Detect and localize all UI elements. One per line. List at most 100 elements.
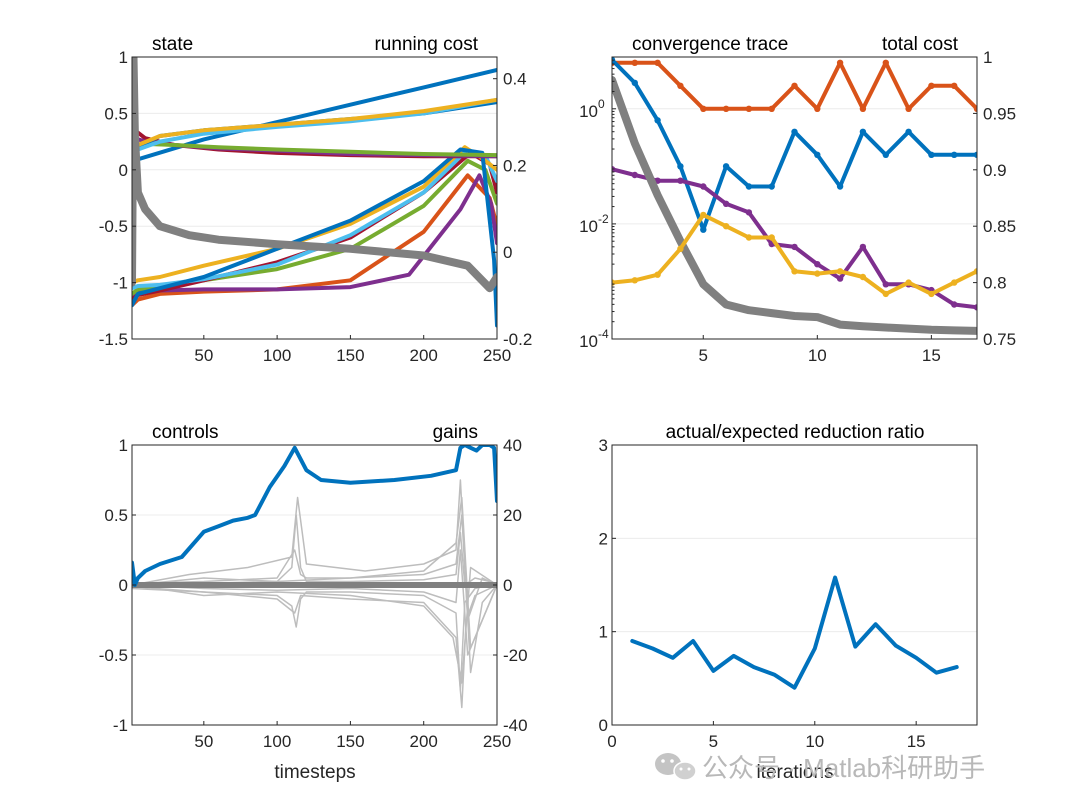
- reduction-trace-marker: [951, 301, 958, 308]
- x-tick-label: 200: [410, 346, 438, 365]
- x-tick-label: 150: [336, 732, 364, 751]
- total-cost-title: total cost: [882, 34, 959, 55]
- gradient-norm-marker: [836, 183, 844, 190]
- reduction-trace-marker: [677, 177, 684, 184]
- gain-8-line: [132, 566, 497, 684]
- state-title: state: [152, 34, 193, 55]
- lambda-trace-marker: [791, 82, 798, 90]
- gradient-norm-marker: [700, 226, 707, 233]
- gradient-norm-marker: [768, 183, 775, 190]
- wechat-icon: [655, 753, 697, 781]
- gradient-norm-marker: [973, 151, 977, 158]
- lambda-trace-marker: [836, 59, 844, 66]
- x-tick-label: 5: [699, 346, 708, 365]
- ratio-line: [630, 575, 959, 690]
- state-3-line: [132, 158, 497, 296]
- convergence-trace-title: convergence trace: [632, 34, 788, 55]
- convergence-axes-frame: [611, 56, 978, 340]
- gradient-norm-marker: [631, 79, 638, 87]
- y-tick-label: 0: [119, 576, 128, 595]
- reduction-trace-marker: [973, 304, 977, 311]
- y-tick-label: 10: [579, 217, 598, 236]
- total-cost-marker: [951, 279, 958, 286]
- gain-6-line: [132, 549, 497, 656]
- y-tick-label: -1.5: [99, 330, 128, 349]
- reduction-trace-marker: [882, 281, 889, 288]
- y-tick-exponent: -2: [598, 212, 609, 226]
- gain-1-line: [132, 514, 497, 586]
- x-tick-label: 10: [805, 732, 824, 751]
- y2-tick-label: 0: [503, 243, 512, 262]
- y2-tick-label: -20: [503, 646, 528, 665]
- watermark-text: 公众号 · Matlab科研助手: [702, 753, 985, 783]
- total-cost-marker: [722, 223, 730, 230]
- gradient-norm-marker: [677, 163, 684, 170]
- convergence-lines: [612, 57, 977, 335]
- lambda-trace-marker: [631, 59, 638, 66]
- panel-controls: 50 100 150 200 250 -1 -0.5 0 0.5 1 -40 -20 0 20 40 con…: [99, 422, 528, 783]
- lambda-trace-marker: [951, 82, 958, 90]
- state-1-line: [132, 173, 497, 308]
- gain-2-line: [132, 584, 497, 691]
- x-tick-label: 200: [410, 732, 438, 751]
- reduction-trace-marker: [791, 243, 798, 251]
- total-cost-marker: [745, 234, 753, 241]
- state-ticks: 50 100 150 200 250 -1.5 -1 -0.5 0 0.5 1 -0.2 0 0.2 0.4: [99, 48, 533, 365]
- controls-title: controls: [152, 422, 219, 443]
- reduction-lines: [630, 575, 959, 690]
- lambda-trace-marker: [928, 82, 935, 90]
- gradient-norm-marker: [951, 151, 958, 158]
- lambda-trace-marker: [745, 105, 753, 113]
- x-tick-label: 100: [263, 346, 291, 365]
- x-tick-label: 5: [709, 732, 718, 751]
- reduction-trace-marker: [745, 209, 753, 216]
- y-tick-label: 0.5: [104, 104, 128, 123]
- y2-tick-label: 0.95: [983, 104, 1016, 123]
- lambda-trace-marker: [700, 105, 707, 113]
- panel-reduction: 0 5 10 15 0 1 2 3 actual/expected reduction rat…: [599, 422, 978, 783]
- control-1-line: [132, 445, 497, 587]
- total-cost-marker: [882, 290, 889, 298]
- total-cost-marker: [677, 245, 684, 252]
- x-tick-label: 0: [607, 732, 616, 751]
- y-tick-label: -1: [113, 716, 128, 735]
- reduction-trace-marker: [859, 243, 867, 251]
- reduction-axes-frame: [611, 444, 978, 726]
- reduction-trace-marker: [836, 275, 844, 282]
- x-tick-label: 250: [483, 732, 511, 751]
- panel-state: 50 100 150 200 250 -1.5 -1 -0.5 0 0.5 1 -0.2 0 0.2 0.4…: [99, 34, 533, 365]
- lambda-trace-marker: [814, 105, 821, 113]
- gradient-norm-marker: [928, 151, 935, 158]
- lambda-trace-marker: [768, 105, 775, 113]
- total-cost-marker: [654, 271, 661, 278]
- controls-lines: [132, 445, 497, 709]
- y2-tick-label: 0.85: [983, 217, 1016, 236]
- reduction-ticks: 0 5 10 15 0 1 2 3: [599, 436, 926, 751]
- y-tick-label: 2: [599, 529, 608, 548]
- running-cost-title: running cost: [374, 34, 478, 55]
- timesteps-xlabel: timesteps: [274, 762, 355, 783]
- lambda-trace-marker: [654, 59, 661, 66]
- gradient-norm-marker: [654, 117, 661, 124]
- state-axes-frame: [131, 56, 498, 340]
- controls-ticks: 50 100 150 200 250 -1 -0.5 0 0.5 1 -40 -20 0 20 40: [99, 436, 528, 751]
- gradient-norm-marker: [882, 151, 889, 158]
- x-tick-label: 50: [194, 346, 213, 365]
- gradient-norm-marker: [745, 183, 753, 190]
- reduction-trace-marker: [814, 261, 821, 268]
- y-tick-label: 10: [579, 332, 598, 351]
- x-tick-label: 150: [336, 346, 364, 365]
- y2-tick-label: 0.2: [503, 156, 527, 175]
- state-7-line: [132, 147, 497, 328]
- gradient-norm-marker: [791, 128, 798, 135]
- x-tick-label: 10: [808, 346, 827, 365]
- y-tick-label: -0.5: [99, 646, 128, 665]
- gradient-norm-marker: [859, 128, 867, 135]
- total-cost-marker: [928, 290, 935, 298]
- total-cost-marker: [631, 277, 638, 284]
- state-14-line: [132, 57, 497, 293]
- convergence-plot-area: [612, 57, 977, 339]
- gain-5-line: [132, 479, 497, 674]
